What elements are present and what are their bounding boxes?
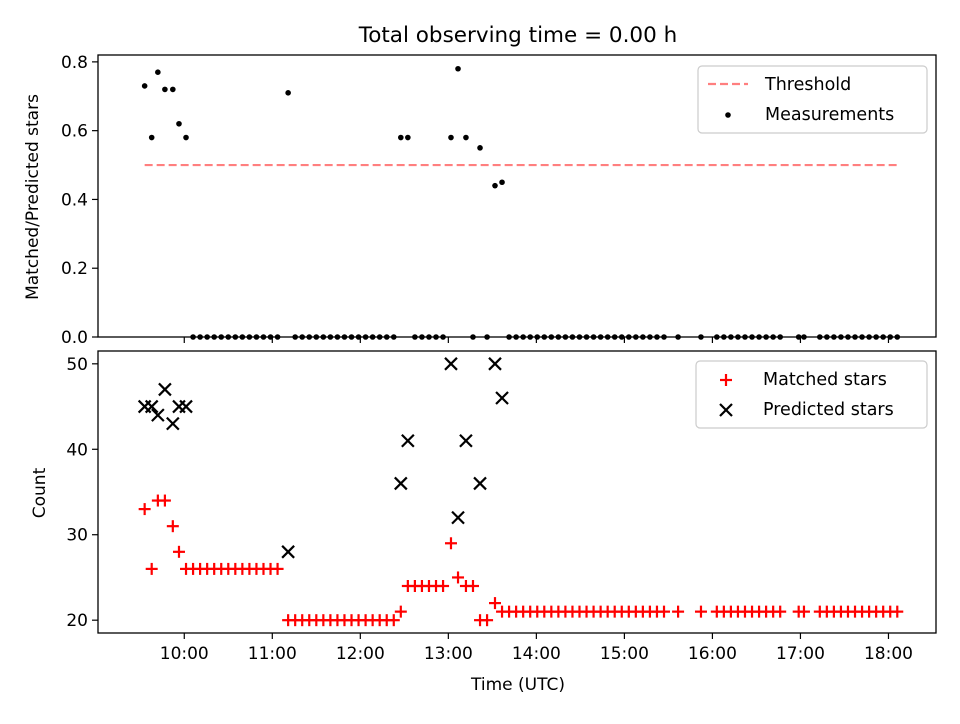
count-panel: 20 30 40 50 10:00 11:00 12:00 13:00 14:00 15:00 16… <box>30 350 937 695</box>
predicted-point <box>444 357 458 371</box>
matched-point <box>452 571 465 584</box>
matched-point <box>158 494 171 507</box>
figure-title: Total observing time = 0.00 h <box>358 23 678 48</box>
measurement-point <box>285 90 291 96</box>
matched-point <box>394 605 407 618</box>
matched-point <box>797 605 810 618</box>
predicted-point <box>179 399 193 414</box>
x-tick-label: 18:00 <box>864 644 913 664</box>
y-tick-label: 20 <box>66 611 88 631</box>
y-tick-label: 0.8 <box>61 53 88 73</box>
y-tick-label: 0.2 <box>61 259 88 279</box>
y-tick-label: 40 <box>66 440 88 460</box>
matched-point <box>437 580 450 592</box>
predicted-point <box>459 433 473 448</box>
matched-point <box>672 605 685 618</box>
matched-point <box>774 605 787 618</box>
predicted-point <box>158 382 172 397</box>
x-tick-label: 17:00 <box>776 644 825 664</box>
measurement-point <box>176 120 182 127</box>
matched-point <box>481 614 494 627</box>
predicted-point <box>281 545 295 559</box>
predicted-point <box>166 416 180 431</box>
y-tick-label: 0.0 <box>61 328 88 348</box>
predicted-point <box>488 357 502 371</box>
measurement-point <box>183 134 189 141</box>
measurement-point <box>398 134 404 141</box>
y-tick-label: 30 <box>66 526 88 546</box>
matched-point <box>138 503 151 516</box>
ratio-panel-frame <box>97 54 937 338</box>
count-panel-frame <box>97 350 937 634</box>
matched-point <box>891 605 904 618</box>
count-legend: Matched stars Predicted stars <box>695 360 928 429</box>
y-tick-label: 0.4 <box>61 190 88 210</box>
matched-point <box>172 545 185 558</box>
legend-matched-label: Matched stars <box>763 370 887 390</box>
matched-point <box>658 605 671 618</box>
legend-measurement-swatch <box>725 112 731 118</box>
measurement-point <box>155 69 161 75</box>
measurement-point <box>148 134 155 141</box>
x-tick-label: 13:00 <box>424 644 473 664</box>
legend-predicted-label: Predicted stars <box>763 400 894 420</box>
measurement-point <box>162 86 168 93</box>
ratio-y-axis-label: Matched/Predicted stars <box>23 94 43 300</box>
matched-point <box>488 597 501 610</box>
measurement-point <box>499 179 505 186</box>
matched-point <box>444 537 457 550</box>
measurement-point <box>477 145 483 151</box>
predicted-point <box>394 476 408 491</box>
count-marks <box>137 357 904 627</box>
predicted-point <box>401 433 415 448</box>
predicted-point <box>144 399 159 414</box>
measurement-point <box>463 134 469 141</box>
legend-predicted-swatch <box>719 403 733 417</box>
x-tick-label: 12:00 <box>336 644 385 664</box>
x-tick-label: 16:00 <box>688 644 737 664</box>
predicted-point <box>451 510 465 525</box>
measurement-point <box>170 86 176 93</box>
ratio-panel: 0.00.20.40.60.8 Matched/Predicted stars … <box>23 53 937 348</box>
predicted-point <box>473 476 487 491</box>
legend-measurements-label: Measurements <box>765 105 894 125</box>
legend-threshold-label: Threshold <box>764 75 851 95</box>
x-axis-label: Time (UTC) <box>470 675 565 695</box>
matched-point <box>694 605 707 618</box>
x-tick-label: 14:00 <box>512 644 561 664</box>
measurement-point <box>405 134 411 141</box>
measurement-point <box>455 65 461 72</box>
predicted-point <box>495 391 509 405</box>
count-y-axis-label: Count <box>30 467 50 518</box>
x-tick-label: 11:00 <box>248 644 297 664</box>
matched-point <box>145 562 158 575</box>
x-tick-label: 15:00 <box>600 644 649 664</box>
matched-point <box>387 614 400 627</box>
measurement-point <box>141 83 148 89</box>
matched-point <box>271 562 284 575</box>
legend-matched-swatch <box>720 374 732 386</box>
measurement-point <box>492 182 498 189</box>
matched-point <box>466 580 479 592</box>
ratio-legend: Threshold Measurements <box>697 65 928 134</box>
matched-point <box>166 520 179 533</box>
y-tick-label: 0.6 <box>61 122 88 142</box>
predicted-point <box>151 408 165 422</box>
y-tick-label: 50 <box>66 355 88 375</box>
measurement-point <box>448 134 454 141</box>
x-tick-label: 10:00 <box>160 644 209 664</box>
